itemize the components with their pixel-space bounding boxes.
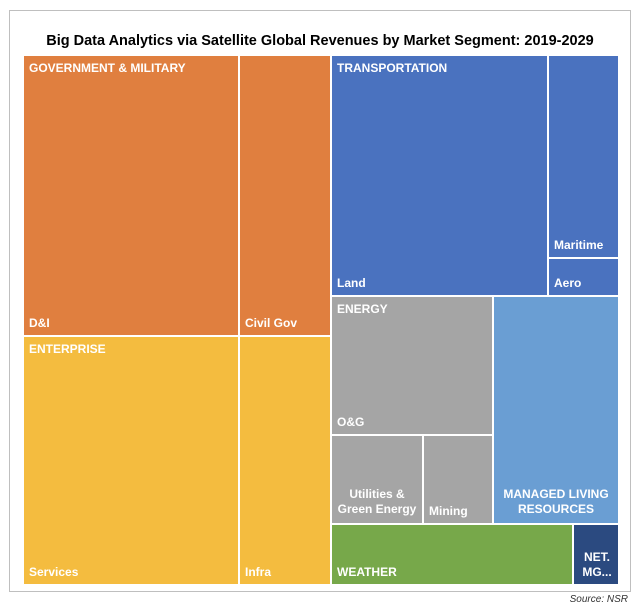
item-label-infra: Infra — [245, 565, 272, 579]
treemap-tile-aero[interactable]: Aero — [548, 258, 619, 296]
item-label-aero: Aero — [554, 276, 582, 290]
source-note: Source: NSR — [569, 594, 628, 605]
item-label-oandg: O&G — [337, 415, 365, 429]
item-label-services: Services — [29, 565, 79, 579]
item-label-maritime: Maritime — [554, 238, 604, 252]
treemap-tile-dandi[interactable]: GOVERNMENT & MILITARY D&I — [23, 55, 239, 336]
treemap-tile-civil-gov[interactable]: Civil Gov — [239, 55, 331, 336]
treemap-tile-mining[interactable]: Mining — [423, 435, 493, 524]
group-label-government-and-military: GOVERNMENT & MILITARY — [29, 61, 186, 75]
item-label-dandi: D&I — [29, 316, 50, 330]
item-label-utilities-and-green-energy: Utilities & Green Energy — [337, 487, 417, 516]
treemap-tile-maritime[interactable]: Maritime — [548, 55, 619, 258]
group-label-managed-living-resources: MANAGED LIVING RESOURCES — [503, 487, 609, 516]
treemap-tile-services[interactable]: ENTERPRISE Services — [23, 336, 239, 585]
item-label-civil-gov: Civil Gov — [245, 316, 298, 330]
treemap-tile-weather[interactable]: WEATHER — [331, 524, 573, 585]
group-label-weather: WEATHER — [337, 565, 397, 579]
treemap-tile-land[interactable]: TRANSPORTATION Land — [331, 55, 548, 296]
treemap-tile-managed-living-resources[interactable]: MANAGED LIVING RESOURCES — [493, 296, 619, 524]
group-label-transportation: TRANSPORTATION — [337, 61, 448, 75]
treemap-tile-utilities-and-green-energy[interactable]: Utilities & Green Energy — [331, 435, 423, 524]
group-label-energy: ENERGY — [337, 302, 388, 316]
treemap-tile-oandg[interactable]: ENERGY O&G — [331, 296, 493, 435]
group-label-net-mg: NET. MG... — [582, 550, 612, 579]
chart-title: Big Data Analytics via Satellite Global … — [46, 33, 594, 49]
item-label-land: Land — [337, 276, 366, 290]
group-label-enterprise: ENTERPRISE — [29, 342, 106, 356]
treemap-tile-infra[interactable]: Infra — [239, 336, 331, 585]
treemap-tile-net-mg[interactable]: NET. MG... — [573, 524, 619, 585]
item-label-mining: Mining — [429, 504, 468, 518]
